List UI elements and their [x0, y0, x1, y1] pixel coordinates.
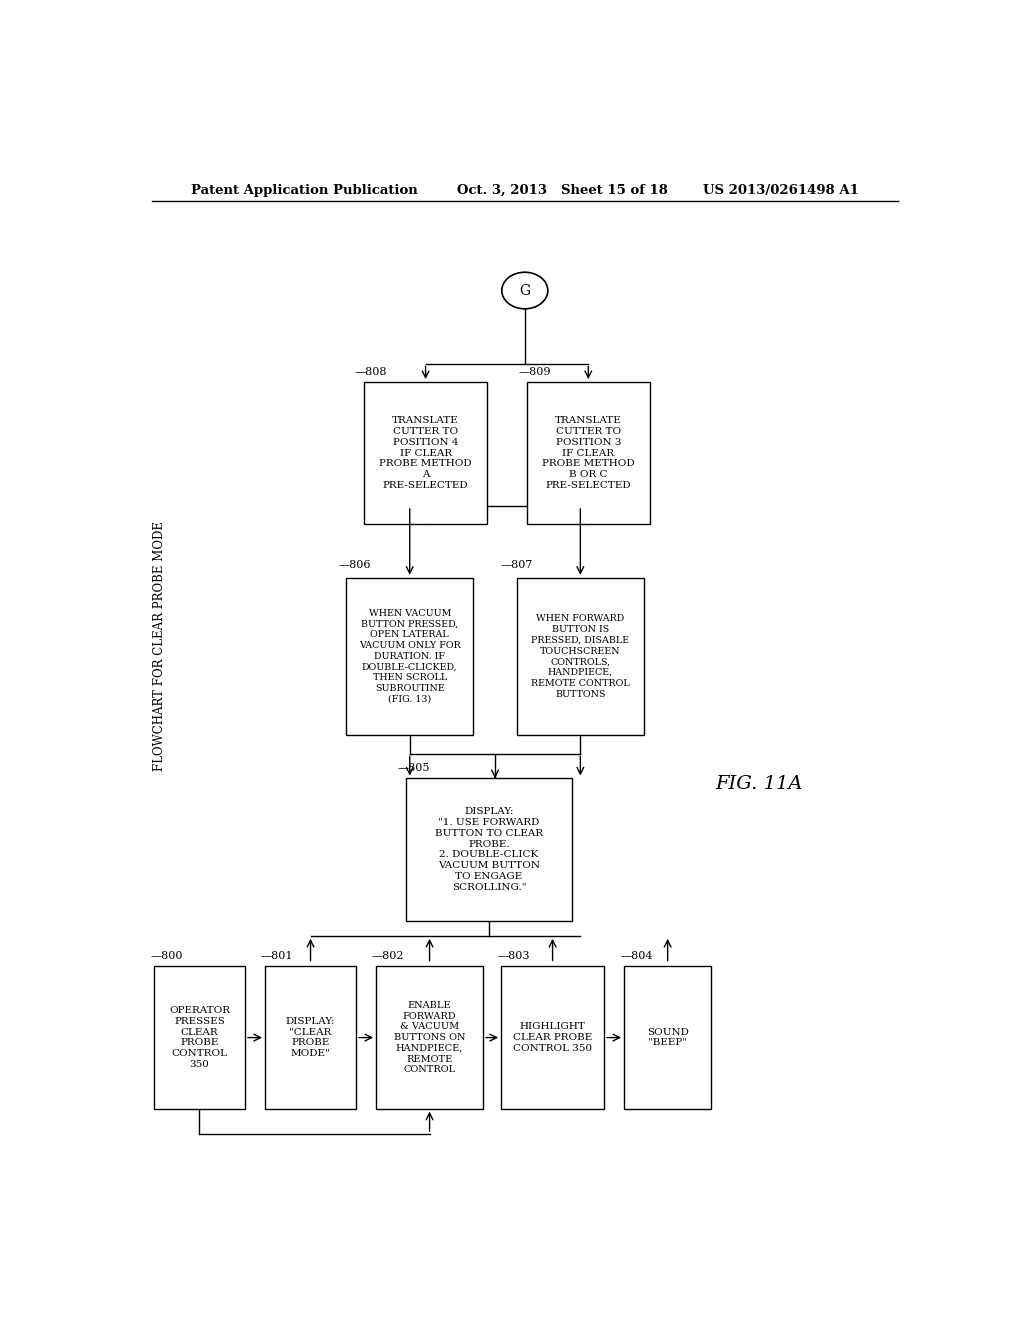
Text: US 2013/0261498 A1: US 2013/0261498 A1	[703, 183, 859, 197]
Text: OPERATOR
PRESSES
CLEAR
PROBE
CONTROL
350: OPERATOR PRESSES CLEAR PROBE CONTROL 350	[169, 1006, 230, 1069]
FancyBboxPatch shape	[265, 966, 356, 1109]
Text: Oct. 3, 2013: Oct. 3, 2013	[458, 183, 548, 197]
FancyBboxPatch shape	[346, 578, 473, 735]
FancyBboxPatch shape	[365, 381, 487, 524]
Text: G: G	[519, 284, 530, 297]
FancyBboxPatch shape	[376, 966, 483, 1109]
FancyBboxPatch shape	[517, 578, 644, 735]
Text: HIGHLIGHT
CLEAR PROBE
CONTROL 350: HIGHLIGHT CLEAR PROBE CONTROL 350	[513, 1022, 592, 1053]
Text: TRANSLATE
CUTTER TO
POSITION 3
IF CLEAR
PROBE METHOD
B OR C
PRE-SELECTED: TRANSLATE CUTTER TO POSITION 3 IF CLEAR …	[542, 416, 635, 490]
Text: —804: —804	[620, 952, 652, 961]
Text: —806: —806	[338, 560, 371, 570]
Text: —800: —800	[151, 952, 182, 961]
Text: Patent Application Publication: Patent Application Publication	[191, 183, 418, 197]
Text: —805: —805	[397, 763, 430, 774]
Ellipse shape	[502, 272, 548, 309]
Text: TRANSLATE
CUTTER TO
POSITION 4
IF CLEAR
PROBE METHOD
A
PRE-SELECTED: TRANSLATE CUTTER TO POSITION 4 IF CLEAR …	[379, 416, 472, 490]
FancyBboxPatch shape	[154, 966, 245, 1109]
Text: —809: —809	[518, 367, 551, 378]
FancyBboxPatch shape	[624, 966, 712, 1109]
Text: Sheet 15 of 18: Sheet 15 of 18	[560, 183, 668, 197]
Text: WHEN VACUUM
BUTTON PRESSED,
OPEN LATERAL
VACUUM ONLY FOR
DURATION. IF
DOUBLE-CLI: WHEN VACUUM BUTTON PRESSED, OPEN LATERAL…	[358, 609, 461, 704]
Text: —802: —802	[372, 952, 404, 961]
FancyBboxPatch shape	[406, 779, 572, 921]
FancyBboxPatch shape	[501, 966, 604, 1109]
Text: —803: —803	[497, 952, 529, 961]
Text: DISPLAY:
"1. USE FORWARD
BUTTON TO CLEAR
PROBE.
2. DOUBLE-CLICK
VACUUM BUTTON
TO: DISPLAY: "1. USE FORWARD BUTTON TO CLEAR…	[435, 808, 543, 892]
Text: ENABLE
FORWARD
& VACUUM
BUTTONS ON
HANDPIECE,
REMOTE
CONTROL: ENABLE FORWARD & VACUUM BUTTONS ON HANDP…	[394, 1001, 465, 1074]
Text: WHEN FORWARD
BUTTON IS
PRESSED, DISABLE
TOUCHSCREEN
CONTROLS,
HANDPIECE,
REMOTE : WHEN FORWARD BUTTON IS PRESSED, DISABLE …	[531, 614, 630, 698]
Text: —801: —801	[260, 952, 293, 961]
FancyBboxPatch shape	[526, 381, 650, 524]
Text: FIG. 11A: FIG. 11A	[715, 775, 803, 792]
Text: SOUND
"BEEP": SOUND "BEEP"	[647, 1028, 688, 1048]
Text: —808: —808	[354, 367, 387, 378]
Text: DISPLAY:
"CLEAR
PROBE
MODE": DISPLAY: "CLEAR PROBE MODE"	[286, 1016, 335, 1059]
Text: —807: —807	[501, 560, 534, 570]
Text: FLOWCHART FOR CLEAR PROBE MODE: FLOWCHART FOR CLEAR PROBE MODE	[154, 521, 166, 771]
